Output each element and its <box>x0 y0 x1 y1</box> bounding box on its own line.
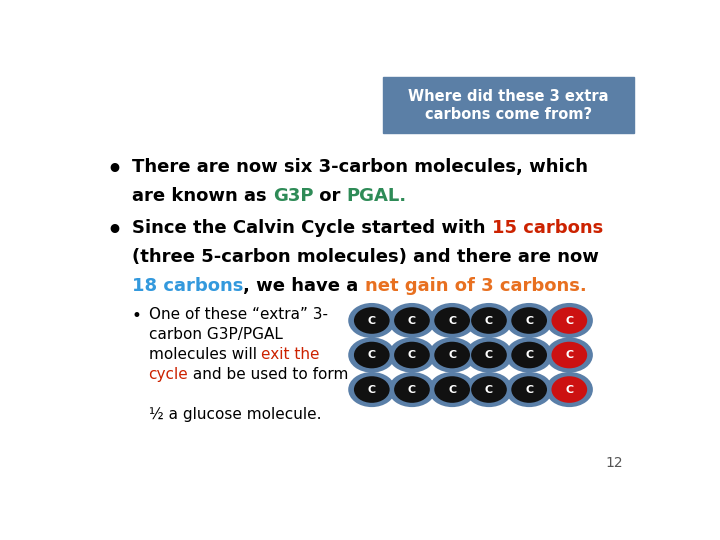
Circle shape <box>546 303 593 338</box>
Circle shape <box>511 376 547 403</box>
Circle shape <box>552 307 588 334</box>
Text: ½ a glucose molecule.: ½ a glucose molecule. <box>148 407 321 422</box>
Text: •: • <box>107 158 122 183</box>
Circle shape <box>354 307 390 334</box>
Circle shape <box>505 338 553 373</box>
Text: C: C <box>485 384 493 395</box>
Text: (three 5-carbon molecules) and there are now: (three 5-carbon molecules) and there are… <box>132 248 599 266</box>
Text: C: C <box>448 384 456 395</box>
Circle shape <box>394 376 430 403</box>
Text: One of these “extra” 3-: One of these “extra” 3- <box>148 307 328 322</box>
Text: C: C <box>368 350 376 360</box>
Circle shape <box>388 303 436 338</box>
Text: C: C <box>525 315 534 326</box>
Circle shape <box>552 376 588 403</box>
Circle shape <box>471 342 507 368</box>
Text: C: C <box>485 350 493 360</box>
Text: C: C <box>525 384 534 395</box>
Circle shape <box>471 307 507 334</box>
Text: C: C <box>448 350 456 360</box>
Text: C: C <box>368 384 376 395</box>
Text: C: C <box>408 315 416 326</box>
Circle shape <box>465 303 513 338</box>
Text: , we have a: , we have a <box>243 277 365 295</box>
Text: 15 carbons: 15 carbons <box>492 219 603 237</box>
Circle shape <box>388 338 436 373</box>
Circle shape <box>511 342 547 368</box>
Text: Since the Calvin Cycle started with: Since the Calvin Cycle started with <box>132 219 492 237</box>
Text: and be used to form: and be used to form <box>189 367 348 382</box>
Text: 18 carbons: 18 carbons <box>132 277 243 295</box>
Circle shape <box>546 338 593 373</box>
Circle shape <box>552 342 588 368</box>
Circle shape <box>511 307 547 334</box>
Circle shape <box>394 307 430 334</box>
Text: C: C <box>565 384 573 395</box>
Circle shape <box>348 372 395 407</box>
Circle shape <box>428 372 476 407</box>
Circle shape <box>471 376 507 403</box>
Circle shape <box>348 303 395 338</box>
Text: carbon G3P/PGAL: carbon G3P/PGAL <box>148 327 282 342</box>
Circle shape <box>354 376 390 403</box>
Circle shape <box>465 338 513 373</box>
Text: C: C <box>565 315 573 326</box>
Text: •: • <box>132 307 142 325</box>
Text: 12: 12 <box>606 456 623 470</box>
Text: Where did these 3 extra
carbons come from?: Where did these 3 extra carbons come fro… <box>408 89 608 122</box>
Circle shape <box>348 338 395 373</box>
Circle shape <box>428 303 476 338</box>
Text: or: or <box>313 187 347 205</box>
Circle shape <box>434 342 470 368</box>
Text: C: C <box>408 350 416 360</box>
Circle shape <box>465 372 513 407</box>
Text: C: C <box>525 350 534 360</box>
Text: net gain of 3 carbons.: net gain of 3 carbons. <box>365 277 587 295</box>
Circle shape <box>388 372 436 407</box>
Circle shape <box>546 372 593 407</box>
Circle shape <box>434 376 470 403</box>
Text: C: C <box>448 315 456 326</box>
Circle shape <box>505 303 553 338</box>
Circle shape <box>434 307 470 334</box>
Text: C: C <box>485 315 493 326</box>
Circle shape <box>428 338 476 373</box>
Text: exit the: exit the <box>261 347 320 362</box>
Text: C: C <box>368 315 376 326</box>
Circle shape <box>354 342 390 368</box>
Text: are known as: are known as <box>132 187 273 205</box>
Circle shape <box>394 342 430 368</box>
Text: cycle: cycle <box>148 367 189 382</box>
Text: molecules will: molecules will <box>148 347 261 362</box>
Text: G3P: G3P <box>273 187 313 205</box>
Circle shape <box>505 372 553 407</box>
Text: C: C <box>408 384 416 395</box>
Text: There are now six 3-carbon molecules, which: There are now six 3-carbon molecules, wh… <box>132 158 588 177</box>
Text: PGAL.: PGAL. <box>347 187 407 205</box>
Text: •: • <box>107 219 122 242</box>
Text: C: C <box>565 350 573 360</box>
FancyBboxPatch shape <box>383 77 634 133</box>
